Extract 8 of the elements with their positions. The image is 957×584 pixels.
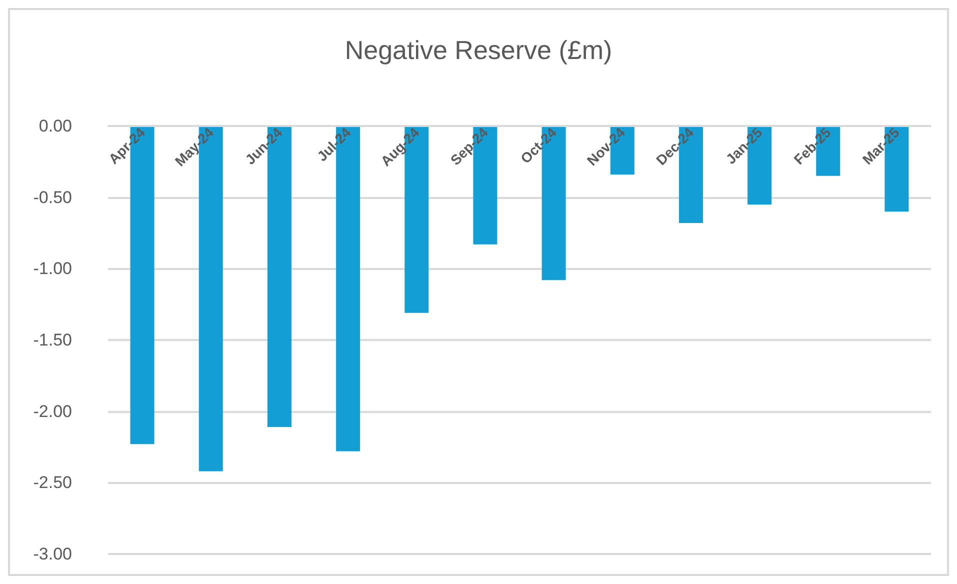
y-tick-label: -1.50: [33, 330, 72, 350]
y-tick-label: 0.00: [38, 116, 72, 136]
y-tick-label: -3.00: [33, 544, 72, 564]
chart-title: Negative Reserve (£m): [344, 35, 612, 65]
y-tick-label: -0.50: [33, 188, 72, 207]
y-tick-label: -2.00: [33, 402, 72, 421]
y-tick-label: -1.00: [33, 259, 72, 278]
y-tick-label: -2.50: [33, 473, 72, 492]
